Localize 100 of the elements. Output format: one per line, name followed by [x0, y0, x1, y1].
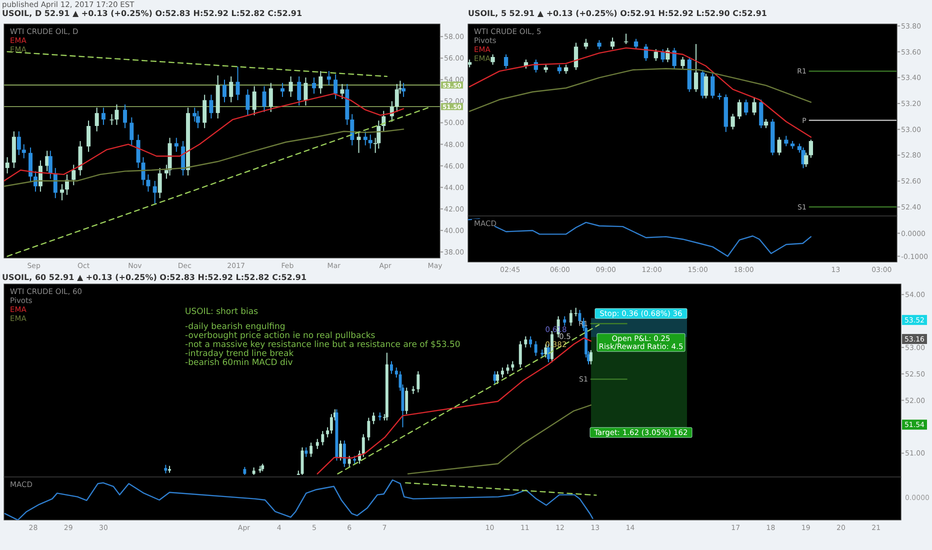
candlestick: [196, 110, 200, 129]
candlestick: [368, 134, 372, 150]
candlestick: [342, 440, 346, 468]
annotation: -intraday trend line break: [185, 349, 294, 359]
candlestick: [737, 99, 742, 120]
candlestick: [589, 350, 592, 365]
candlestick: [158, 167, 162, 199]
candlestick: [597, 40, 602, 50]
candlestick: [777, 136, 782, 156]
candlestick: [394, 83, 399, 112]
candlestick: [22, 144, 26, 159]
candlestick: [297, 76, 302, 106]
candlestick: [229, 76, 234, 103]
candlestick: [544, 344, 548, 358]
annotation: -bearish 60min MACD div: [185, 358, 293, 368]
candlestick: [490, 54, 495, 66]
candlestick: [356, 130, 361, 154]
candlestick: [390, 100, 394, 122]
annotation: USOIL: short bias: [185, 307, 259, 317]
candlestick: [569, 309, 572, 326]
candlestick: [529, 336, 532, 348]
candlestick: [504, 54, 508, 70]
candlestick: [610, 37, 615, 50]
candlestick: [222, 79, 226, 103]
annotation: -not a massive key resistance line but a resistance are of $53.50: [185, 340, 460, 350]
candlestick: [624, 33, 628, 45]
candlestick: [304, 446, 308, 458]
candlestick: [704, 73, 708, 99]
annotation: -overbought price action ie no real pullbacks: [185, 331, 376, 341]
candlestick: [416, 370, 420, 393]
candlestick: [146, 174, 150, 192]
candlestick: [136, 134, 140, 168]
candlestick: [326, 426, 330, 438]
candlestick: [38, 160, 42, 192]
candlestick: [262, 86, 266, 112]
candlestick: [304, 77, 308, 106]
candlestick: [334, 74, 338, 100]
candlestick: [101, 107, 106, 126]
candlestick: [574, 42, 578, 70]
candlestick: [209, 94, 214, 119]
candlestick: [72, 164, 76, 186]
candlestick: [348, 455, 351, 468]
candlestick: [710, 73, 715, 99]
candlestick: [94, 107, 99, 132]
candlestick: [363, 130, 368, 146]
candlestick: [563, 316, 566, 326]
candlestick: [16, 130, 21, 156]
candlestick: [390, 360, 393, 374]
candlestick: [584, 38, 588, 50]
candlestick: [372, 412, 376, 425]
candlestick: [759, 99, 764, 129]
candlestick: [318, 70, 323, 94]
candlestick: [48, 150, 52, 180]
candlestick: [666, 47, 670, 63]
candlestick: [511, 360, 514, 372]
candlestick: [496, 370, 500, 384]
candlestick: [174, 137, 178, 152]
candlestick: [634, 38, 638, 50]
candlestick: [60, 184, 64, 201]
candlestick: [367, 417, 370, 442]
candlestick: [152, 180, 157, 204]
candlestick: [280, 82, 284, 98]
candlestick: [518, 340, 522, 368]
candlestick: [744, 99, 748, 116]
chart-title: USOIL, 5 52.91 ▲ +0.13 (+0.25%) O:52.91 H:52.92 L:52.90 C:52.91: [468, 9, 768, 18]
candlestick: [28, 147, 33, 182]
candlestick: [680, 56, 685, 70]
line-series: [407, 404, 592, 474]
candlestick: [202, 94, 207, 129]
candlestick: [524, 336, 528, 348]
candlestick: [804, 152, 808, 168]
candlestick: [730, 113, 735, 130]
candlestick: [86, 120, 91, 152]
annotation: -daily bearish engulfing: [185, 322, 286, 332]
candlestick: [110, 114, 114, 126]
candlestick: [316, 438, 319, 450]
candlestick: [45, 150, 50, 172]
candlestick: [402, 82, 406, 98]
candlestick: [246, 88, 250, 116]
candlestick: [394, 367, 398, 378]
candlestick: [808, 139, 814, 158]
line-series: [468, 68, 812, 112]
candlestick: [362, 434, 365, 458]
candlestick: [34, 170, 38, 192]
candlestick: [340, 83, 344, 100]
line-series: [4, 128, 404, 187]
chart-title: USOIL, 60 52.91 ▲ +0.13 (+0.25%) O:52.83 H:52.92 L:52.82 C:52.91: [2, 273, 307, 282]
candlestick: [376, 120, 381, 150]
chart-title: USOIL, D 52.91 ▲ +0.13 (+0.25%) O:52.83 H:52.92 L:52.82 C:52.91: [2, 9, 302, 18]
candlestick: [268, 82, 273, 112]
candlestick: [764, 118, 768, 129]
line-series: [468, 218, 812, 257]
candlestick: [312, 77, 316, 94]
candlestick: [288, 76, 293, 98]
candlestick: [114, 104, 119, 126]
candlestick: [350, 114, 354, 146]
candlestick: [752, 96, 756, 116]
candlestick: [321, 430, 324, 446]
candlestick: [130, 116, 134, 146]
candlestick: [405, 387, 408, 415]
